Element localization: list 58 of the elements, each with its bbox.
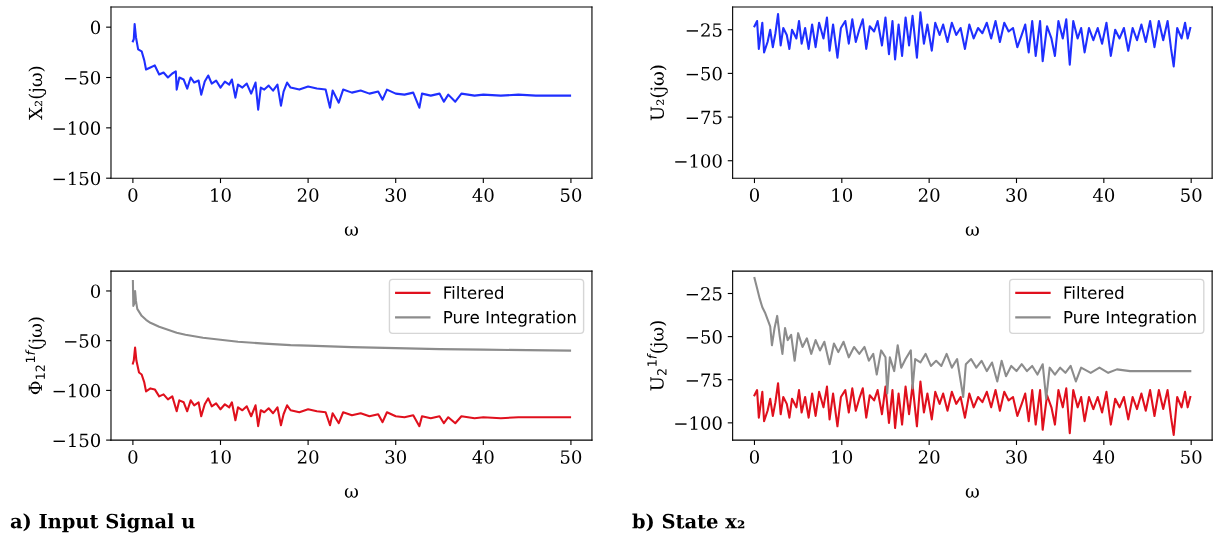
y-tick-label: 0: [90, 20, 101, 35]
x-tick-label: 20: [918, 450, 940, 464]
y-tick-label: −150: [53, 433, 101, 448]
x-tick-label: 50: [560, 188, 582, 202]
x-tick-label: 30: [1006, 188, 1027, 202]
y-axis-title: X₂(jω): [28, 66, 47, 120]
y-tick-label: −50: [686, 330, 722, 344]
x-tick-label: 40: [472, 450, 494, 464]
x-tick-label: 30: [385, 188, 406, 202]
y-tick-label: −25: [686, 286, 722, 301]
x-tick-label: 50: [560, 450, 582, 464]
y-tick-label: −100: [53, 383, 101, 398]
y-axis-title: U$_{2}$$^{1f}$(jω): [647, 321, 668, 391]
x-tick-label: 20: [297, 450, 319, 464]
line-series: [131, 346, 572, 428]
x-axis-title: ω: [965, 488, 979, 498]
y-tick-label: −50: [65, 70, 101, 85]
line-series: [753, 380, 1192, 436]
x-axis-title: ω: [344, 226, 358, 236]
text: b) State x₂: [632, 513, 745, 532]
x-tick-label: 10: [832, 188, 853, 202]
legend-label: Filtered: [1064, 286, 1124, 299]
x-axis-title: ω: [965, 226, 979, 236]
legend-label: Pure Integration: [1064, 310, 1196, 327]
x-tick-label: 40: [1092, 188, 1115, 202]
y-tick-label: −50: [65, 334, 101, 348]
x-tick-label: 30: [1006, 450, 1027, 464]
x-tick-label: 30: [385, 450, 406, 464]
x-tick-label: 40: [1092, 450, 1115, 464]
y-tick-label: −100: [675, 154, 722, 168]
x-tick-label: 0: [128, 450, 138, 464]
y-axis-title: U₂(jω): [650, 65, 668, 121]
x-tick-label: 10: [832, 450, 853, 464]
x-tick-label: 0: [128, 188, 138, 202]
y-axis-title: Φ$_{12}$$^{1f}$(jω): [25, 317, 46, 395]
legend-label: Filtered: [444, 286, 503, 299]
text: a) Input Signal u: [10, 513, 195, 533]
y-tick-label: −75: [686, 373, 722, 387]
x-tick-label: 50: [1181, 188, 1202, 202]
line-series: [131, 23, 572, 111]
y-tick-label: −100: [675, 416, 722, 430]
y-tick-label: −150: [53, 171, 101, 186]
line-series: [753, 11, 1192, 68]
x-tick-label: 40: [472, 188, 494, 202]
y-tick-label: −50: [686, 66, 722, 81]
y-tick-label: −100: [53, 121, 101, 135]
x-tick-label: 10: [211, 450, 231, 464]
legend-label: Pure Integration: [444, 310, 576, 327]
x-tick-label: 0: [749, 450, 760, 464]
x-tick-label: 50: [1181, 450, 1202, 464]
y-tick-label: −25: [686, 23, 722, 37]
x-axis-title: ω: [344, 488, 358, 498]
x-tick-label: 20: [297, 188, 319, 202]
x-tick-label: 20: [918, 188, 940, 202]
y-tick-label: −75: [686, 110, 722, 125]
x-tick-label: 0: [749, 188, 760, 202]
y-tick-label: 0: [90, 284, 101, 299]
x-tick-label: 10: [211, 188, 231, 202]
